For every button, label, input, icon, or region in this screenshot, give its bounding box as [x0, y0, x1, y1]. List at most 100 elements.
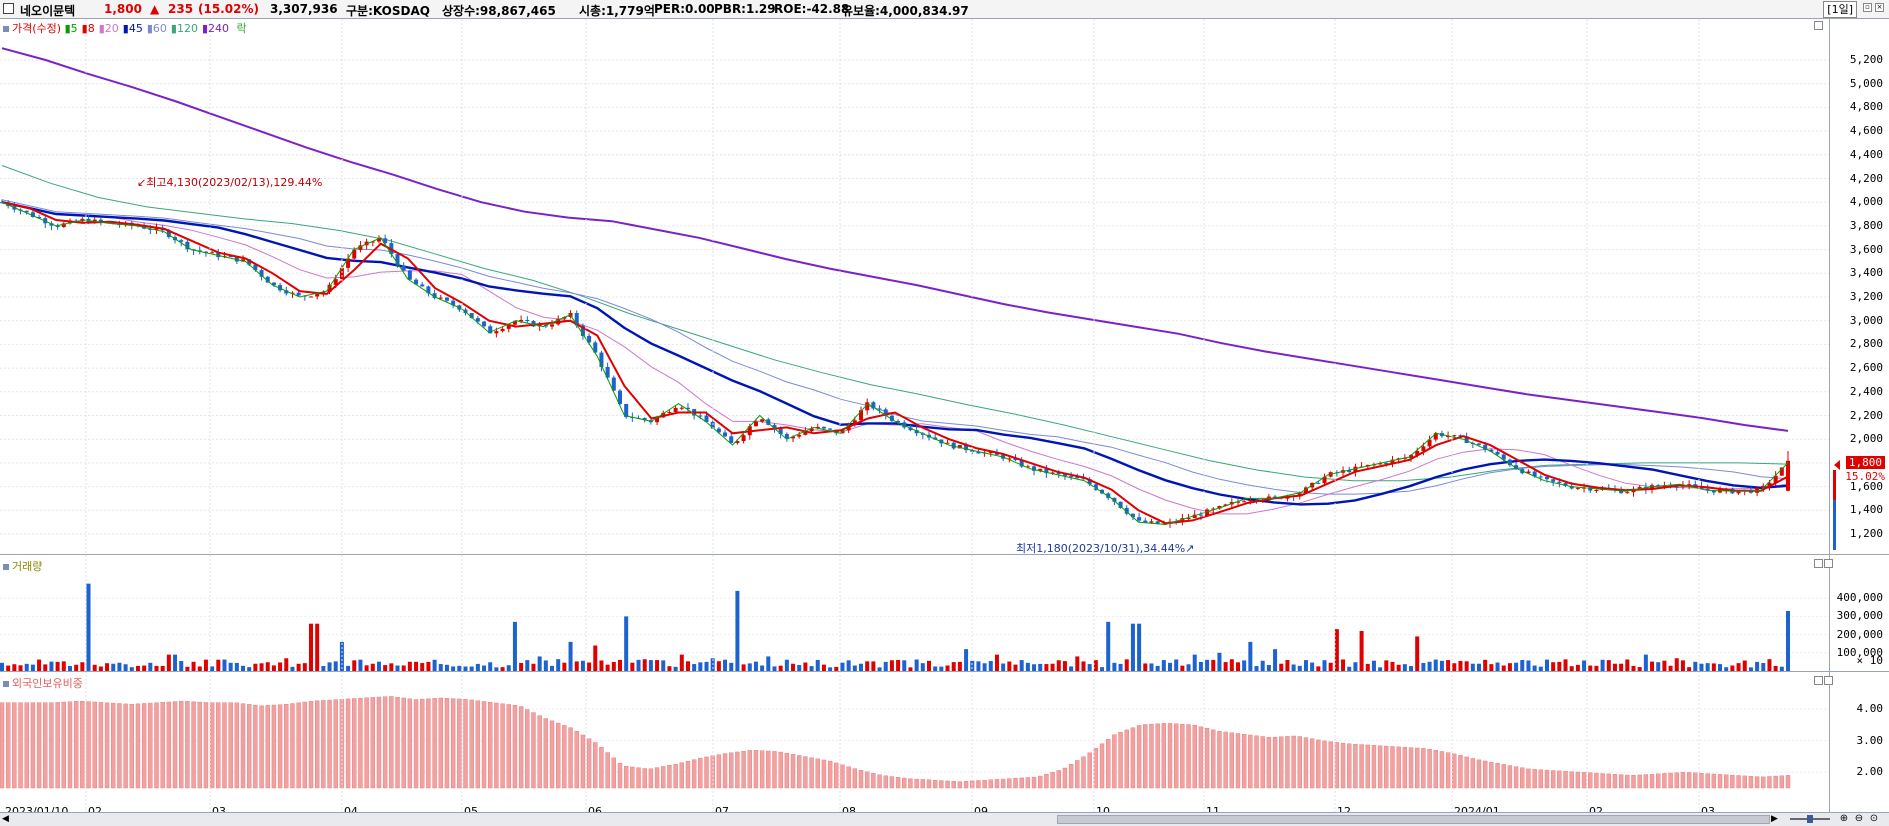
volume-bar [1477, 663, 1482, 671]
period-selector[interactable]: [1일] [1823, 1, 1857, 18]
foreign-bar [1285, 736, 1290, 789]
panel-close-icon[interactable] [1824, 676, 1833, 685]
foreign-bar [500, 703, 505, 789]
scroll-left-icon[interactable]: ◀ [2, 814, 9, 824]
foreign-legend[interactable]: 외국인보유비중 [3, 675, 83, 691]
foreign-bar [617, 762, 623, 789]
foreign-bar [945, 780, 950, 789]
candle-body [1761, 485, 1766, 489]
ma-legend-45[interactable]: ▮45 [122, 22, 143, 35]
volume-bar [1025, 662, 1030, 671]
candle-body [716, 428, 721, 433]
candle-body [1594, 489, 1599, 491]
foreign-bar [982, 779, 987, 789]
volume-bar [574, 661, 579, 671]
volume-bar [1532, 665, 1537, 671]
panel-maximize-icon[interactable] [1814, 559, 1823, 568]
volume-bar [1180, 665, 1185, 671]
candle-body [945, 442, 950, 444]
volume-bar [488, 662, 493, 671]
ma5-path [1, 201, 1789, 526]
volume-bar [352, 660, 357, 671]
candle-body [1075, 476, 1080, 479]
foreign-bar [222, 702, 227, 789]
candle-body [642, 418, 647, 421]
candle-body [1452, 435, 1457, 437]
volume-bar [1254, 666, 1259, 671]
foreign-bar [908, 778, 913, 789]
candle-body [98, 219, 103, 222]
volume-bar [1217, 652, 1222, 671]
zoom-slider-handle[interactable] [1807, 815, 1813, 823]
volume-bar [6, 665, 11, 671]
y-axis-border [1829, 19, 1830, 812]
zoom-in-icon[interactable]: ⊕ [1839, 813, 1849, 824]
candle-body [488, 326, 493, 334]
candle-body [1223, 504, 1228, 507]
foreign-bar [432, 698, 437, 789]
scroll-right-icon[interactable]: ▶ [1771, 814, 1778, 824]
foreign-bar [240, 703, 246, 789]
volume-bar [105, 663, 110, 671]
panel-separator[interactable] [0, 671, 1889, 672]
volume-bar [1130, 623, 1135, 671]
foreign-bar [994, 779, 1000, 789]
foreign-bar [1452, 753, 1457, 789]
ma-legend-240[interactable]: ▮240 [201, 22, 230, 35]
header-bar: 네오이뮨텍 1,800 ▲ 235 (15.02%) 3,307,936 구분:… [0, 0, 1889, 19]
foreign-bar [1180, 723, 1185, 789]
volume-bar [599, 660, 604, 671]
ma5-line [1, 201, 1789, 526]
candle-body [1013, 458, 1018, 461]
ma-legend-5[interactable]: ▮5 [64, 22, 78, 35]
ma-legend-8[interactable]: ▮8 [81, 22, 95, 35]
candle-body [902, 422, 907, 428]
horizontal-scrollbar[interactable]: ◀ ▶ ⊕ ⊖ ⊙ [0, 812, 1889, 826]
candle-body [259, 270, 264, 277]
price-legend[interactable]: 가격(수정) ▮5 ▮8 ▮20 ▮45 ▮60 ▮120 ▮240 락 [3, 20, 247, 36]
volume-bar [160, 665, 165, 671]
ma-legend-120[interactable]: ▮120 [170, 22, 198, 35]
panel-separator[interactable] [0, 554, 1889, 555]
ma-legend-20[interactable]: ▮20 [98, 22, 119, 35]
volume-bar [704, 661, 709, 671]
volume-legend[interactable]: 거래량 [3, 558, 42, 574]
volume-bar [1650, 661, 1655, 671]
close-icon[interactable]: × [1875, 3, 1884, 12]
volume-bar [1637, 667, 1642, 671]
foreign-bar [1520, 767, 1525, 789]
foreign-bar [716, 754, 722, 789]
ma120-line [1, 165, 1789, 482]
ma8-path [1, 201, 1789, 525]
candle-body [1062, 474, 1067, 477]
volume-bar [228, 662, 233, 671]
scroll-thumb[interactable] [1057, 815, 1770, 824]
candle-body [278, 285, 283, 291]
panel-close-icon[interactable] [1824, 559, 1833, 568]
panel-maximize-icon[interactable] [1814, 21, 1823, 30]
foreign-bar [302, 701, 308, 789]
candle-body [1687, 484, 1692, 486]
foreign-bar [259, 705, 264, 789]
foreign-bar [1161, 723, 1167, 789]
volume-bar [859, 663, 864, 671]
volume-bar [1538, 666, 1543, 671]
select-checkbox[interactable] [3, 3, 14, 14]
foreign-bar [185, 701, 190, 789]
volume-bar [1495, 662, 1500, 671]
foreign-bar [135, 703, 141, 789]
stock-name[interactable]: 네오이뮨텍 [20, 4, 76, 18]
candle-body [475, 318, 480, 322]
ma-legend-60[interactable]: ▮60 [146, 22, 167, 35]
volume-bar [1773, 665, 1778, 671]
zoom-out-icon[interactable]: ⊖ [1854, 813, 1864, 824]
candle-body [444, 297, 449, 301]
minimize-icon[interactable]: ▫ [1863, 3, 1872, 12]
foreign-bar [1309, 738, 1315, 789]
zoom-reset-icon[interactable]: ⊙ [1869, 813, 1879, 824]
panel-maximize-icon[interactable] [1814, 676, 1823, 685]
foreign-bar [1730, 774, 1735, 789]
volume-bar [1186, 664, 1191, 671]
volume-bar [407, 661, 412, 671]
